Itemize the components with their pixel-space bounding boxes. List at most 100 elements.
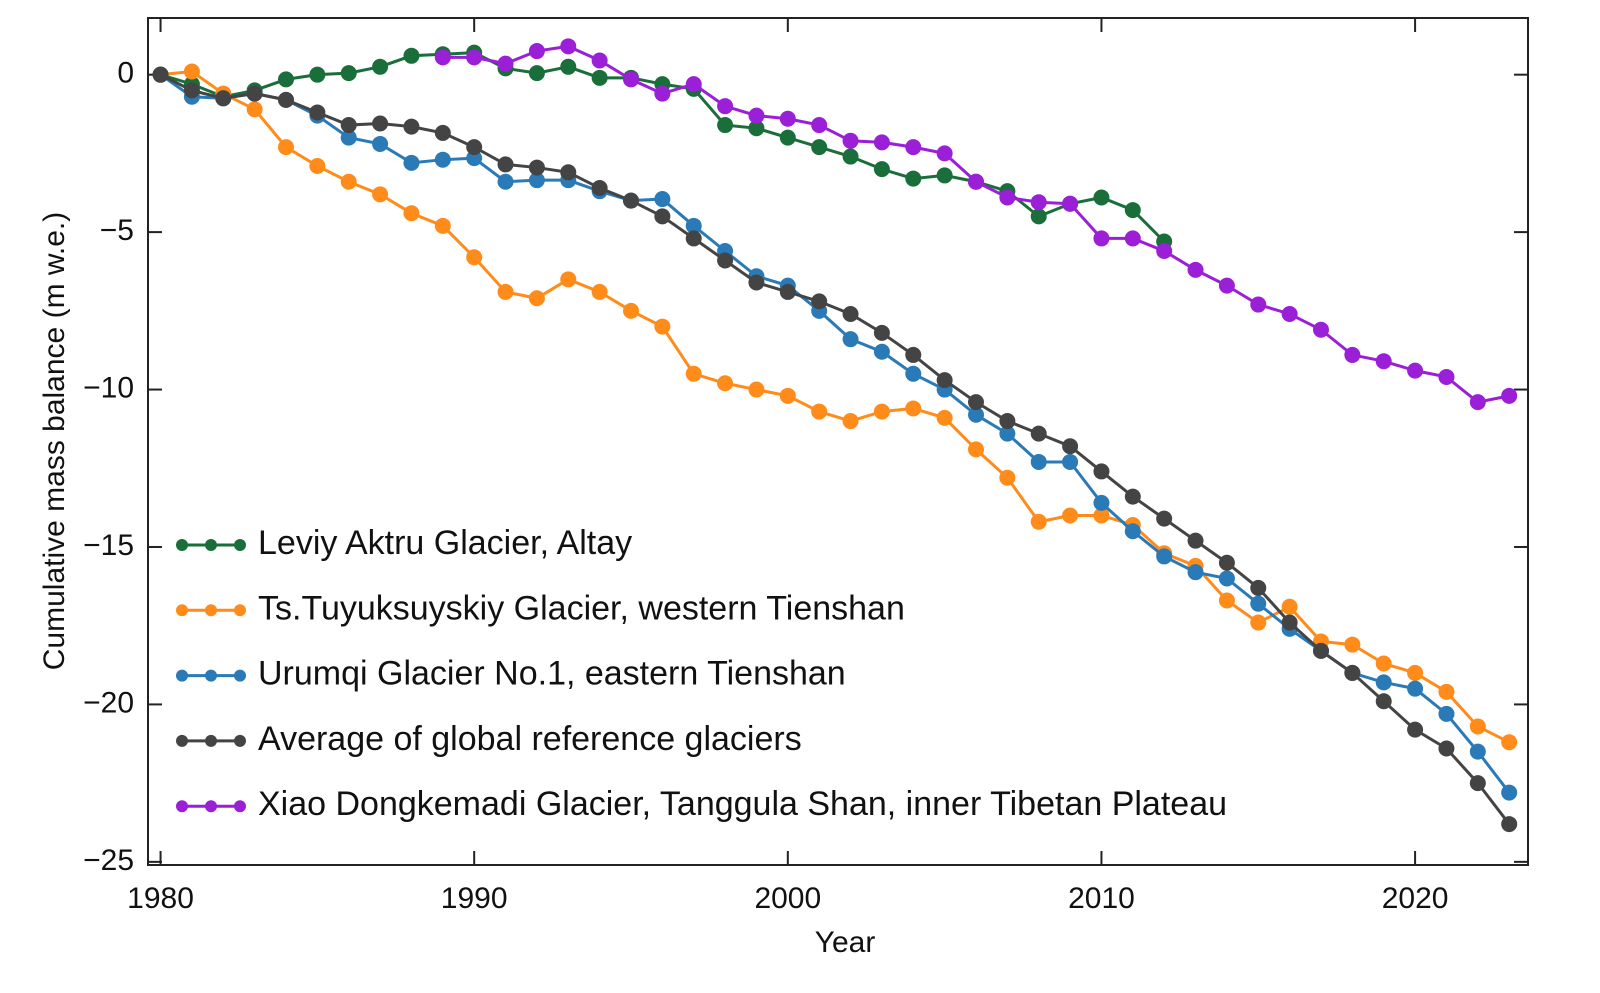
data-point xyxy=(246,101,263,118)
data-point xyxy=(466,139,483,156)
data-point xyxy=(905,400,922,417)
x-tick-label: 2020 xyxy=(1382,882,1449,915)
data-point xyxy=(1375,655,1392,672)
legend-marker xyxy=(176,604,188,617)
data-point xyxy=(1438,683,1455,700)
data-point xyxy=(1030,513,1047,530)
data-point xyxy=(1093,507,1110,524)
data-point xyxy=(1030,194,1047,211)
data-point xyxy=(403,205,420,222)
data-point xyxy=(1030,208,1047,225)
data-point xyxy=(779,283,796,300)
data-point xyxy=(1375,353,1392,370)
data-point xyxy=(278,139,294,156)
data-point xyxy=(466,249,483,266)
data-point xyxy=(528,43,545,60)
data-point xyxy=(905,346,922,363)
data-point xyxy=(1501,734,1518,751)
data-point xyxy=(1218,570,1235,587)
data-point xyxy=(1156,510,1173,527)
legend-marker xyxy=(205,604,217,617)
y-axis-label: Cumulative mass balance (m w.e.) xyxy=(38,212,71,671)
data-point xyxy=(1187,532,1204,549)
legend-marker xyxy=(205,669,217,682)
x-tick-label: 2000 xyxy=(754,882,821,915)
legend-marker xyxy=(176,669,188,682)
data-point xyxy=(999,413,1016,430)
data-point xyxy=(748,274,765,291)
data-point xyxy=(1501,387,1518,404)
data-point xyxy=(654,85,671,102)
data-point xyxy=(1438,368,1455,385)
data-point xyxy=(999,425,1016,442)
data-point xyxy=(842,331,859,348)
data-point xyxy=(779,387,796,404)
data-point xyxy=(654,318,671,335)
data-point xyxy=(1062,438,1079,455)
legend-marker xyxy=(234,604,246,617)
data-point xyxy=(748,381,765,398)
data-point xyxy=(1218,277,1235,294)
data-point xyxy=(1093,189,1110,206)
data-point xyxy=(1250,296,1267,313)
data-point xyxy=(1250,579,1267,596)
data-point xyxy=(1344,664,1361,681)
legend-marker xyxy=(234,669,246,682)
data-point xyxy=(215,90,232,107)
data-point xyxy=(685,230,702,247)
data-point xyxy=(936,167,953,184)
data-point xyxy=(1344,636,1361,653)
data-point xyxy=(1469,743,1486,760)
data-point xyxy=(1250,614,1267,631)
data-point xyxy=(183,82,200,99)
data-point xyxy=(1030,425,1047,442)
data-point xyxy=(591,283,608,300)
legend-marker xyxy=(176,734,188,747)
data-point xyxy=(873,403,890,420)
data-point xyxy=(811,117,828,134)
data-point xyxy=(968,441,984,458)
data-point xyxy=(654,191,671,208)
data-point xyxy=(372,186,389,203)
legend-label: Average of global reference glaciers xyxy=(258,720,802,758)
data-point xyxy=(936,145,953,162)
data-point xyxy=(1124,523,1141,540)
data-point xyxy=(623,192,639,209)
data-point xyxy=(560,38,577,55)
data-point xyxy=(1313,321,1329,338)
data-point xyxy=(1187,261,1204,278)
data-point xyxy=(497,283,514,300)
data-point xyxy=(434,151,451,168)
data-point xyxy=(873,134,890,151)
data-point xyxy=(717,98,734,115)
data-point xyxy=(842,413,859,430)
data-point xyxy=(1124,202,1141,219)
legend-marker xyxy=(176,800,188,813)
data-point xyxy=(497,173,514,190)
y-tick-label: −25 xyxy=(83,844,134,877)
data-point xyxy=(278,91,294,108)
data-point xyxy=(623,302,639,319)
data-point xyxy=(685,76,702,93)
data-point xyxy=(717,375,734,392)
legend-label: Ts.Tuyuksuyskiy Glacier, western Tiensha… xyxy=(258,589,905,627)
y-tick-label: −10 xyxy=(83,371,134,404)
data-point xyxy=(1156,243,1173,260)
data-point xyxy=(905,139,922,156)
data-point xyxy=(434,217,451,234)
data-point xyxy=(528,172,545,189)
y-tick-label: 0 xyxy=(117,57,134,90)
data-point xyxy=(1375,674,1392,691)
data-point xyxy=(748,120,765,137)
data-point xyxy=(466,150,483,167)
data-point xyxy=(1250,595,1267,612)
y-tick-label: −5 xyxy=(100,214,134,247)
data-point xyxy=(528,290,545,307)
data-point xyxy=(905,365,922,382)
data-point xyxy=(685,217,702,234)
data-point xyxy=(372,58,389,75)
legend-marker xyxy=(234,800,246,813)
data-point xyxy=(591,180,608,197)
x-axis-label: Year xyxy=(815,926,876,959)
